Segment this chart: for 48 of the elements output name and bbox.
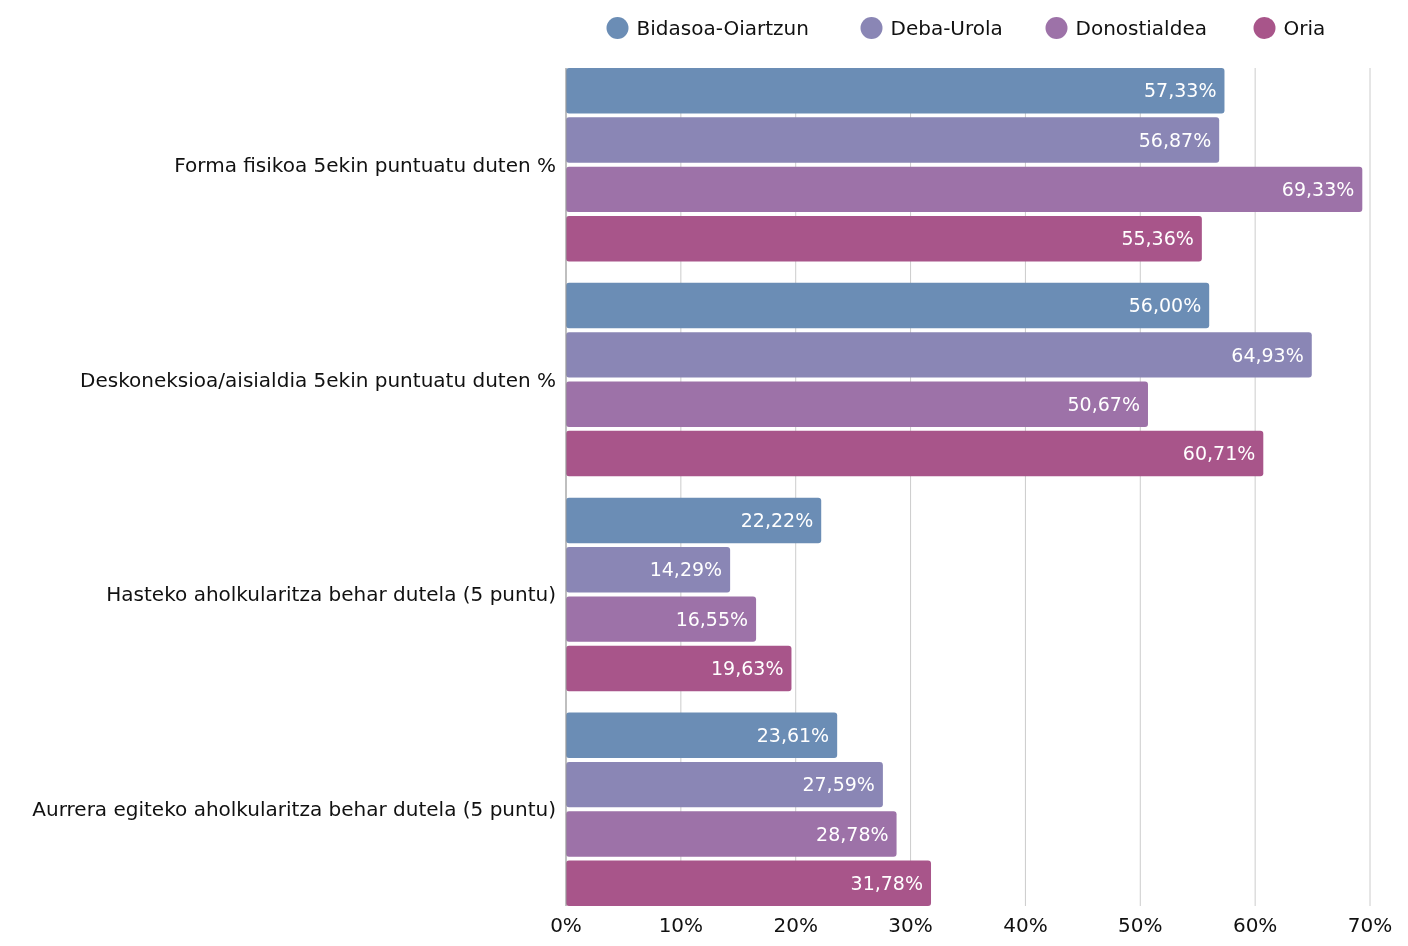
x-tick-label: 0%: [550, 913, 582, 937]
x-tick-label: 10%: [658, 913, 704, 937]
bar: [566, 430, 1264, 477]
y-tick-label: Aurrera egiteko aholkularitza behar dutela (5 puntu): [32, 797, 556, 822]
bar: [566, 596, 757, 642]
bar: [566, 547, 731, 593]
bar: [566, 332, 1312, 378]
bar: [566, 381, 1148, 427]
x-tick-label: 40%: [1003, 913, 1048, 937]
data-label: 57,33%: [1144, 79, 1217, 102]
data-label: 22,22%: [740, 509, 814, 532]
x-tick-label: 30%: [888, 913, 933, 937]
x-tick-label: 60%: [1232, 913, 1278, 937]
bar: [566, 712, 838, 758]
y-tick-label: Forma fisikoa 5ekin puntuatu duten %: [174, 152, 556, 177]
data-label: 27,59%: [802, 773, 875, 796]
data-label: 14,29%: [649, 558, 723, 581]
data-label: 28,78%: [816, 822, 889, 845]
data-label: 19,63%: [711, 657, 784, 680]
bar: [566, 645, 792, 692]
data-label: 60,71%: [1182, 442, 1256, 465]
data-label: 56,87%: [1138, 128, 1212, 151]
bar: [566, 68, 1225, 114]
data-label: 56,00%: [1128, 294, 1202, 317]
data-label: 50,67%: [1067, 392, 1140, 415]
legend-label: Donostialdea: [1075, 16, 1207, 40]
data-label: 64,93%: [1231, 343, 1304, 366]
bar: [566, 761, 883, 808]
bar: [566, 216, 1202, 262]
x-tick-label: 70%: [1347, 913, 1393, 937]
data-label: 55,36%: [1121, 227, 1194, 250]
data-label: 23,61%: [756, 723, 830, 746]
bar: [566, 497, 822, 544]
data-label: 31,78%: [850, 871, 924, 894]
data-label: 69,33%: [1281, 178, 1355, 201]
y-tick-label: Hasteko aholkularitza behar dutela (5 puntu): [106, 582, 556, 607]
x-tick-label: 50%: [1118, 913, 1163, 937]
bar: [566, 117, 1220, 163]
legend-label: Deba-Urola: [890, 16, 1003, 40]
bar: [566, 811, 897, 857]
y-tick-label: Deskoneksioa/aisialdia 5ekin puntuatu duten %: [80, 367, 556, 392]
bar: [566, 860, 932, 906]
bar: [566, 166, 1363, 213]
legend-label: Oria: [1283, 16, 1326, 40]
bar: [566, 282, 1210, 329]
legend-label: Bidasoa-Oiartzun: [636, 16, 809, 40]
data-label: 16,55%: [675, 607, 749, 630]
x-tick-label: 20%: [773, 913, 818, 937]
